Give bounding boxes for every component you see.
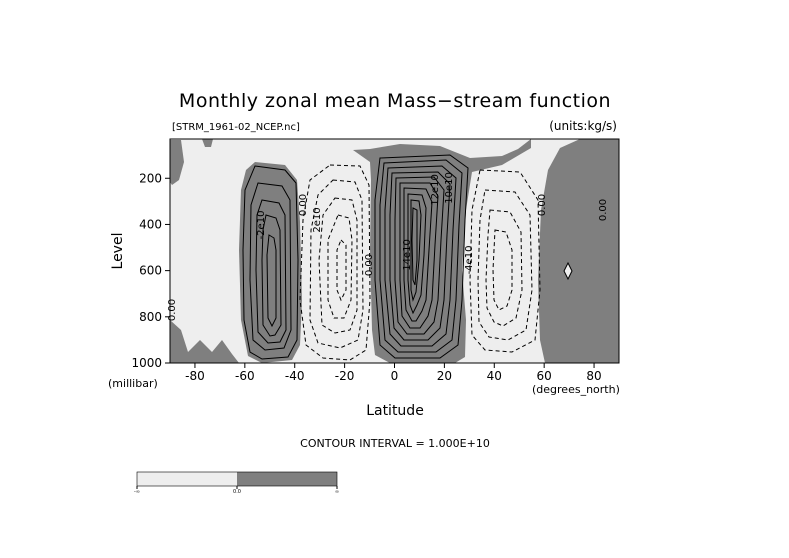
y-axis: 200 400 600 800 1000 (131, 171, 170, 370)
contour-label: 2e10 (312, 207, 323, 232)
x-tick-label: 80 (586, 369, 601, 383)
contour-interval-text: CONTOUR INTERVAL = 1.000E+10 (300, 437, 490, 450)
y-tick-label: 400 (139, 217, 162, 231)
x-tick-label: -20 (335, 369, 355, 383)
y-tick-label: 800 (139, 310, 162, 324)
top-notch-fill (202, 139, 213, 147)
x-units-label: (degrees_north) (532, 383, 620, 396)
x-tick-label: -40 (285, 369, 305, 383)
hadley-positive-contours (374, 154, 469, 359)
x-axis-ticks: -80 -60 -40 -20 0 20 40 60 80 (185, 363, 602, 383)
contour-label: 0.00 (167, 299, 178, 321)
small-diamond-fill (563, 261, 573, 281)
y-axis-label: Level (110, 233, 126, 270)
contour-label: 10e10 (444, 172, 455, 204)
northern-negative-contours (469, 169, 541, 353)
north-pole-fill (538, 139, 619, 363)
hadley-cell-fill (353, 139, 531, 363)
x-tick-label: 60 (537, 369, 552, 383)
southern-negative-contours (299, 164, 371, 361)
colorbar-label-max: ∞ (335, 489, 339, 495)
plot-area: 0.00 -2e10 0.00 2e10 0.00 14e10 12e10 10… (167, 138, 620, 364)
x-tick-label: 40 (487, 369, 502, 383)
contour-label: -4e10 (464, 246, 475, 275)
y-tick-label: 1000 (131, 356, 162, 370)
x-axis-label: Latitude (366, 403, 424, 419)
contour-label: 14e10 (402, 239, 413, 271)
colorbar-negative-swatch (137, 472, 237, 486)
x-tick-label: -60 (235, 369, 255, 383)
south-pole-bottom-fill (170, 320, 239, 363)
contour-label: 0.00 (537, 194, 548, 216)
contour-labels: 0.00 -2e10 0.00 2e10 0.00 14e10 12e10 10… (167, 172, 609, 321)
chart-title: Monthly zonal mean Mass−stream function (179, 90, 611, 112)
file-label: [STRM_1961-02_NCEP.nc] (172, 122, 300, 133)
y-tick-label: 600 (139, 264, 162, 278)
contour-label: -2e10 (256, 211, 267, 240)
colorbar-label-zero: 0.0 (233, 489, 241, 495)
y-axis-ticks: 200 400 600 800 1000 (131, 171, 170, 370)
x-tick-label: -80 (185, 369, 205, 383)
contour-label: 0.00 (298, 194, 309, 216)
southern-cell-fill (239, 162, 302, 363)
contour-label: 0.00 (598, 199, 609, 221)
colorbar-positive-swatch (237, 472, 337, 486)
x-tick-label: 20 (437, 369, 452, 383)
x-tick-label: 0 (391, 369, 399, 383)
colorbar-label-min: -∞ (134, 489, 140, 495)
y-units-label: (millibar) (108, 377, 158, 390)
units-label: (units:kg/s) (549, 119, 617, 133)
colorbar: -∞ 0.0 ∞ (134, 471, 339, 495)
y-tick-label: 200 (139, 171, 162, 185)
contour-label: 12e10 (430, 174, 441, 206)
southern-positive-contours (242, 165, 299, 360)
contour-label: 0.00 (364, 254, 375, 276)
south-pole-positive-fill (170, 140, 184, 185)
x-axis: -80 -60 -40 -20 0 20 40 60 80 (185, 363, 602, 383)
